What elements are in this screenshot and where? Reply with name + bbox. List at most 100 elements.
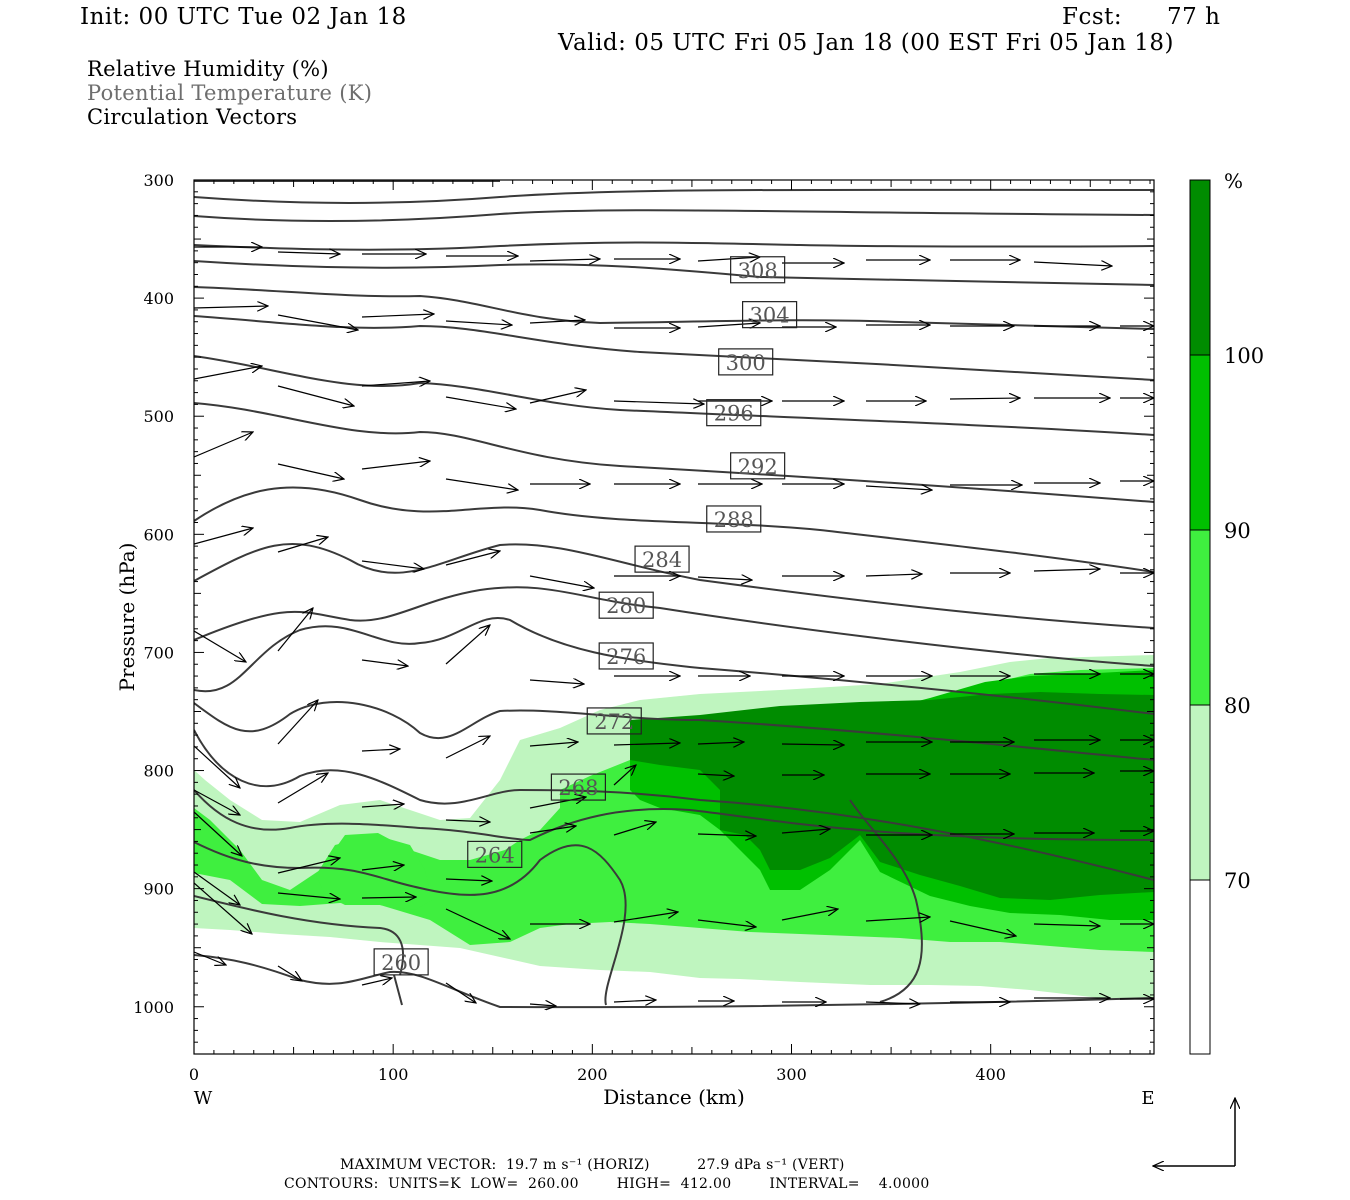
colorbar-band	[1189, 354, 1211, 531]
circulation-vector	[697, 577, 752, 580]
circulation-vector	[361, 804, 404, 807]
contour-label-box	[550, 773, 606, 801]
circulation-vector	[613, 912, 678, 923]
circulation-vector	[277, 385, 354, 406]
contour-label: 272	[594, 710, 634, 734]
colorbar-band	[1189, 704, 1211, 881]
colorbar-level-label: 80	[1224, 694, 1251, 718]
circulation-vector	[697, 774, 734, 776]
theta-contour-line	[194, 586, 1154, 667]
circulation-vector	[361, 978, 392, 986]
theta-contour-line	[194, 209, 1154, 223]
y-tick-label: 900	[143, 880, 174, 899]
circulation-vector	[865, 574, 922, 576]
y-tick-label: 600	[143, 525, 174, 544]
theta-contour-line	[194, 241, 1154, 251]
circulation-vector	[277, 773, 328, 804]
x-tick-label: 300	[776, 1065, 807, 1084]
circulation-vector	[949, 920, 1016, 936]
x-axis-label: Distance (km)	[603, 1085, 745, 1109]
circulation-vector	[529, 575, 594, 588]
circulation-vector	[445, 982, 476, 1003]
reference-vector	[1153, 1098, 1235, 1166]
circulation-vectors	[194, 247, 1154, 1006]
x-tick-label: 100	[378, 1065, 409, 1084]
circulation-vector	[781, 744, 844, 745]
legend-vectors: Circulation Vectors	[87, 105, 298, 129]
theta-contour-line	[194, 355, 1154, 436]
contour-label-box	[467, 840, 523, 868]
circulation-vector	[949, 398, 1020, 399]
contour-label-box	[598, 591, 654, 619]
circulation-vector	[697, 919, 756, 927]
circulation-vector	[1033, 262, 1112, 266]
circulation-vector	[613, 765, 636, 786]
theta-contours	[194, 180, 1154, 1009]
theta-contour-line	[194, 542, 1154, 629]
y-tick-label: 400	[143, 289, 174, 308]
circulation-vector	[445, 820, 490, 822]
colorbar-level-label: 70	[1224, 869, 1251, 893]
circulation-vector	[697, 742, 744, 744]
circulation-vector	[445, 396, 516, 409]
circulation-vector	[361, 897, 416, 898]
contour-label: 276	[606, 645, 646, 669]
footer-max-vector: MAXIMUM VECTOR: 19.7 m s⁻¹ (HORIZ) 27.9 …	[340, 1157, 845, 1173]
colorbar-band	[1189, 179, 1211, 356]
contour-label: 292	[738, 455, 778, 479]
circulation-vector	[277, 537, 328, 553]
contour-label: 280	[606, 594, 646, 618]
contour-label-box	[373, 948, 429, 976]
legend-theta: Potential Temperature (K)	[87, 81, 373, 105]
valid-time: Valid: 05 UTC Fri 05 Jan 18 (00 EST Fri …	[558, 30, 1174, 56]
legend-rh: Relative Humidity (%)	[87, 57, 329, 81]
rh-shading	[194, 655, 1154, 1000]
circulation-vector	[529, 1004, 556, 1006]
contour-label: 296	[714, 402, 754, 426]
contour-label-box	[706, 505, 762, 533]
theta-contour-line	[194, 954, 1154, 1009]
circulation-vector	[277, 608, 313, 652]
circulation-vector	[194, 306, 268, 308]
y-axis-label: Pressure (hPa)	[115, 543, 139, 692]
circulation-vector	[865, 486, 932, 490]
y-tick-label: 800	[143, 762, 174, 781]
circulation-vector	[194, 871, 240, 905]
contour-label: 264	[475, 843, 515, 867]
circulation-vector	[277, 252, 340, 254]
circulation-vector	[277, 965, 302, 981]
theta-contour-line	[194, 486, 1154, 573]
circulation-vector	[1033, 924, 1100, 926]
circulation-vector	[361, 461, 430, 470]
contour-label: 284	[642, 548, 682, 572]
circulation-vector	[445, 625, 490, 665]
theta-contour-line	[194, 701, 1154, 761]
contour-label-box	[706, 399, 762, 427]
circulation-vector	[865, 917, 930, 921]
colorbar-level-label: 100	[1224, 344, 1264, 368]
footer-contours: CONTOURS: UNITS=K LOW= 260.00 HIGH= 412.…	[284, 1176, 930, 1192]
rh-blob	[316, 835, 432, 910]
theta-contour-line	[194, 260, 1154, 286]
x-end-label-east: E	[1141, 1088, 1154, 1109]
circulation-vector	[194, 811, 242, 856]
y-tick-label: 700	[143, 643, 174, 662]
contour-label: 260	[381, 951, 421, 975]
x-tick-label: 400	[975, 1065, 1006, 1084]
contour-label-box	[730, 256, 786, 284]
contour-label-box	[718, 348, 774, 376]
theta-contour-line	[194, 402, 1154, 503]
contour-label-box	[730, 452, 786, 480]
contour-label-box	[634, 545, 690, 573]
circulation-vector	[361, 560, 424, 569]
circulation-vector	[194, 528, 253, 545]
theta-contour-line	[194, 617, 1154, 715]
circulation-vector	[781, 909, 838, 921]
contour-label: 288	[714, 508, 754, 532]
circulation-vector	[529, 320, 585, 323]
theta-contour-line	[194, 895, 405, 1006]
contour-label: 308	[738, 259, 778, 283]
fcst-value: 77 h	[1167, 4, 1221, 30]
circulation-vector	[194, 366, 262, 380]
